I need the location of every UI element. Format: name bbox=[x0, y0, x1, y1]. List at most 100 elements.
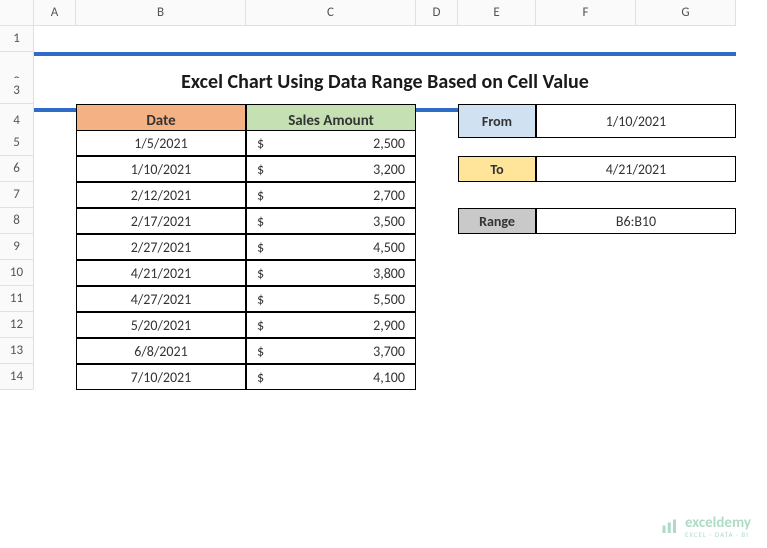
cell[interactable] bbox=[34, 364, 76, 390]
cell[interactable] bbox=[458, 364, 536, 390]
cell[interactable] bbox=[458, 130, 536, 156]
cell[interactable] bbox=[636, 130, 736, 156]
cell[interactable] bbox=[416, 78, 458, 104]
cell[interactable] bbox=[416, 234, 458, 260]
range-value[interactable]: B6:B10 bbox=[536, 208, 736, 234]
cell[interactable] bbox=[34, 78, 76, 104]
col-head-F[interactable]: F bbox=[536, 0, 636, 26]
row-head-11[interactable]: 11 bbox=[0, 286, 34, 312]
date-cell[interactable]: 1/5/2021 bbox=[76, 130, 246, 156]
cell[interactable] bbox=[636, 312, 736, 338]
amount-cell[interactable]: $3,200 bbox=[246, 156, 416, 182]
col-head-E[interactable]: E bbox=[458, 0, 536, 26]
row-head-1[interactable]: 1 bbox=[0, 26, 34, 52]
cell[interactable] bbox=[536, 312, 636, 338]
amount-cell[interactable]: $4,500 bbox=[246, 234, 416, 260]
date-cell[interactable]: 2/17/2021 bbox=[76, 208, 246, 234]
cell[interactable] bbox=[34, 312, 76, 338]
select-all-corner[interactable] bbox=[0, 0, 34, 26]
date-cell[interactable]: 4/27/2021 bbox=[76, 286, 246, 312]
cell[interactable] bbox=[536, 286, 636, 312]
amount-cell[interactable]: $3,700 bbox=[246, 338, 416, 364]
cell[interactable] bbox=[636, 182, 736, 208]
cell[interactable] bbox=[416, 364, 458, 390]
cell[interactable] bbox=[34, 338, 76, 364]
cell[interactable] bbox=[34, 26, 76, 52]
cell[interactable] bbox=[416, 260, 458, 286]
row-head-7[interactable]: 7 bbox=[0, 182, 34, 208]
cell[interactable] bbox=[416, 130, 458, 156]
col-head-D[interactable]: D bbox=[416, 0, 458, 26]
cell[interactable] bbox=[636, 338, 736, 364]
cell[interactable] bbox=[636, 234, 736, 260]
cell[interactable] bbox=[34, 234, 76, 260]
amount-cell[interactable]: $3,800 bbox=[246, 260, 416, 286]
to-label[interactable]: To bbox=[458, 156, 536, 182]
row-head-12[interactable]: 12 bbox=[0, 312, 34, 338]
cell[interactable] bbox=[536, 338, 636, 364]
cell[interactable] bbox=[416, 182, 458, 208]
cell[interactable] bbox=[458, 182, 536, 208]
row-head-13[interactable]: 13 bbox=[0, 338, 34, 364]
cell[interactable] bbox=[636, 364, 736, 390]
cell[interactable] bbox=[536, 130, 636, 156]
cell[interactable] bbox=[536, 260, 636, 286]
col-head-C[interactable]: C bbox=[246, 0, 416, 26]
cell[interactable] bbox=[458, 78, 536, 104]
col-head-B[interactable]: B bbox=[76, 0, 246, 26]
cell[interactable] bbox=[458, 26, 536, 52]
row-head-8[interactable]: 8 bbox=[0, 208, 34, 234]
cell[interactable] bbox=[536, 364, 636, 390]
cell[interactable] bbox=[246, 26, 416, 52]
cell[interactable] bbox=[416, 286, 458, 312]
row-head-9[interactable]: 9 bbox=[0, 234, 34, 260]
cell[interactable] bbox=[76, 78, 246, 104]
cell[interactable] bbox=[34, 156, 76, 182]
cell[interactable] bbox=[636, 286, 736, 312]
cell[interactable] bbox=[34, 286, 76, 312]
date-cell[interactable]: 4/21/2021 bbox=[76, 260, 246, 286]
date-cell[interactable]: 5/20/2021 bbox=[76, 312, 246, 338]
cell[interactable] bbox=[76, 26, 246, 52]
cell[interactable] bbox=[34, 182, 76, 208]
cell[interactable] bbox=[636, 26, 736, 52]
cell[interactable] bbox=[416, 26, 458, 52]
row-head-5[interactable]: 5 bbox=[0, 130, 34, 156]
cell[interactable] bbox=[34, 260, 76, 286]
cell[interactable] bbox=[416, 338, 458, 364]
cell[interactable] bbox=[458, 260, 536, 286]
row-head-3[interactable]: 3 bbox=[0, 78, 34, 104]
date-cell[interactable]: 2/12/2021 bbox=[76, 182, 246, 208]
amount-cell[interactable]: $2,500 bbox=[246, 130, 416, 156]
cell[interactable] bbox=[458, 286, 536, 312]
col-head-A[interactable]: A bbox=[34, 0, 76, 26]
row-head-14[interactable]: 14 bbox=[0, 364, 34, 390]
row-head-10[interactable]: 10 bbox=[0, 260, 34, 286]
cell[interactable] bbox=[34, 208, 76, 234]
cell[interactable] bbox=[536, 182, 636, 208]
cell[interactable] bbox=[636, 78, 736, 104]
amount-cell[interactable]: $2,700 bbox=[246, 182, 416, 208]
to-value[interactable]: 4/21/2021 bbox=[536, 156, 736, 182]
cell[interactable] bbox=[246, 78, 416, 104]
col-head-G[interactable]: G bbox=[636, 0, 736, 26]
cell[interactable] bbox=[636, 260, 736, 286]
amount-cell[interactable]: $5,500 bbox=[246, 286, 416, 312]
date-cell[interactable]: 6/8/2021 bbox=[76, 338, 246, 364]
row-head-6[interactable]: 6 bbox=[0, 156, 34, 182]
amount-cell[interactable]: $4,100 bbox=[246, 364, 416, 390]
cell[interactable] bbox=[536, 78, 636, 104]
cell[interactable] bbox=[416, 208, 458, 234]
cell[interactable] bbox=[458, 338, 536, 364]
cell[interactable] bbox=[536, 26, 636, 52]
amount-cell[interactable]: $2,900 bbox=[246, 312, 416, 338]
cell[interactable] bbox=[458, 312, 536, 338]
cell[interactable] bbox=[416, 156, 458, 182]
range-label[interactable]: Range bbox=[458, 208, 536, 234]
amount-cell[interactable]: $3,500 bbox=[246, 208, 416, 234]
date-cell[interactable]: 1/10/2021 bbox=[76, 156, 246, 182]
cell[interactable] bbox=[34, 130, 76, 156]
cell[interactable] bbox=[458, 234, 536, 260]
date-cell[interactable]: 2/27/2021 bbox=[76, 234, 246, 260]
cell[interactable] bbox=[536, 234, 636, 260]
